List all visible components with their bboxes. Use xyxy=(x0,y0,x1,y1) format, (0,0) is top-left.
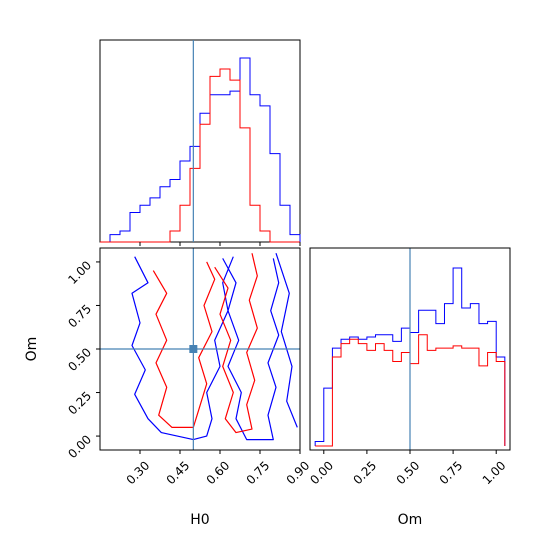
contour-series-1-level-0 xyxy=(152,261,216,428)
hist-H0-series-1-steps xyxy=(100,68,300,243)
hist-Om-xtick-label-4: 1.00 xyxy=(480,458,509,487)
contour-xtick-label-1: 0.45 xyxy=(164,458,193,487)
contour-panel: 0.30 0.45 0.60 0.75 0.90 0.00 0.25 0.50 0.75 1.00… xyxy=(24,247,312,528)
contour-series-0-level-1 xyxy=(222,258,280,441)
contour-xtick-label-4: 0.90 xyxy=(284,458,313,487)
contour-xtick-label-3: 0.75 xyxy=(244,458,273,487)
contour-series-0-level-2 xyxy=(275,253,298,428)
contour-series-1-level-1 xyxy=(214,253,258,434)
contour-ytick-label-1: 0.25 xyxy=(65,389,94,418)
hist-H0-series xyxy=(100,40,301,243)
contour-series-0-level-0 xyxy=(131,256,234,441)
hist-Om-xtick-label-1: 0.25 xyxy=(350,458,379,487)
hist-Om-frame xyxy=(309,247,511,451)
contour-frame xyxy=(99,247,301,451)
contour-xtick-label-2: 0.60 xyxy=(204,458,233,487)
hist-Om-xtick-label-2: 0.50 xyxy=(394,458,423,487)
contour-ylabel: Om xyxy=(24,337,40,362)
contour-series xyxy=(100,248,300,450)
contour-xtick-label-0: 0.30 xyxy=(124,458,153,487)
contour-xlabel: H0 xyxy=(190,512,209,528)
hist-Om-xtick-label-3: 0.75 xyxy=(437,458,466,487)
contour-ytick-label-4: 1.00 xyxy=(65,258,94,287)
hist-H0-ticks xyxy=(139,242,301,246)
hist-Om-xtick-label-0: 0.00 xyxy=(307,458,336,487)
hist-H0-frame xyxy=(99,39,301,243)
hist-Om-series xyxy=(314,248,506,450)
hist-Om-xlabel: Om xyxy=(398,512,423,528)
hist-Om-ticks: 0.00 0.25 0.50 0.75 1.00 xyxy=(307,450,509,487)
contour-ytick-label-3: 0.75 xyxy=(65,302,94,331)
contour-truth-marker xyxy=(189,345,198,353)
hist-H0-panel xyxy=(99,39,301,246)
hist-Om-panel: 0.00 0.25 0.50 0.75 1.00 Om xyxy=(307,247,511,528)
contour-ytick-label-2: 0.50 xyxy=(65,345,94,374)
contour-ytick-label-0: 0.00 xyxy=(65,432,94,461)
contour-ticks: 0.30 0.45 0.60 0.75 0.90 0.00 0.25 0.50 0.75 1.00 xyxy=(65,258,312,487)
